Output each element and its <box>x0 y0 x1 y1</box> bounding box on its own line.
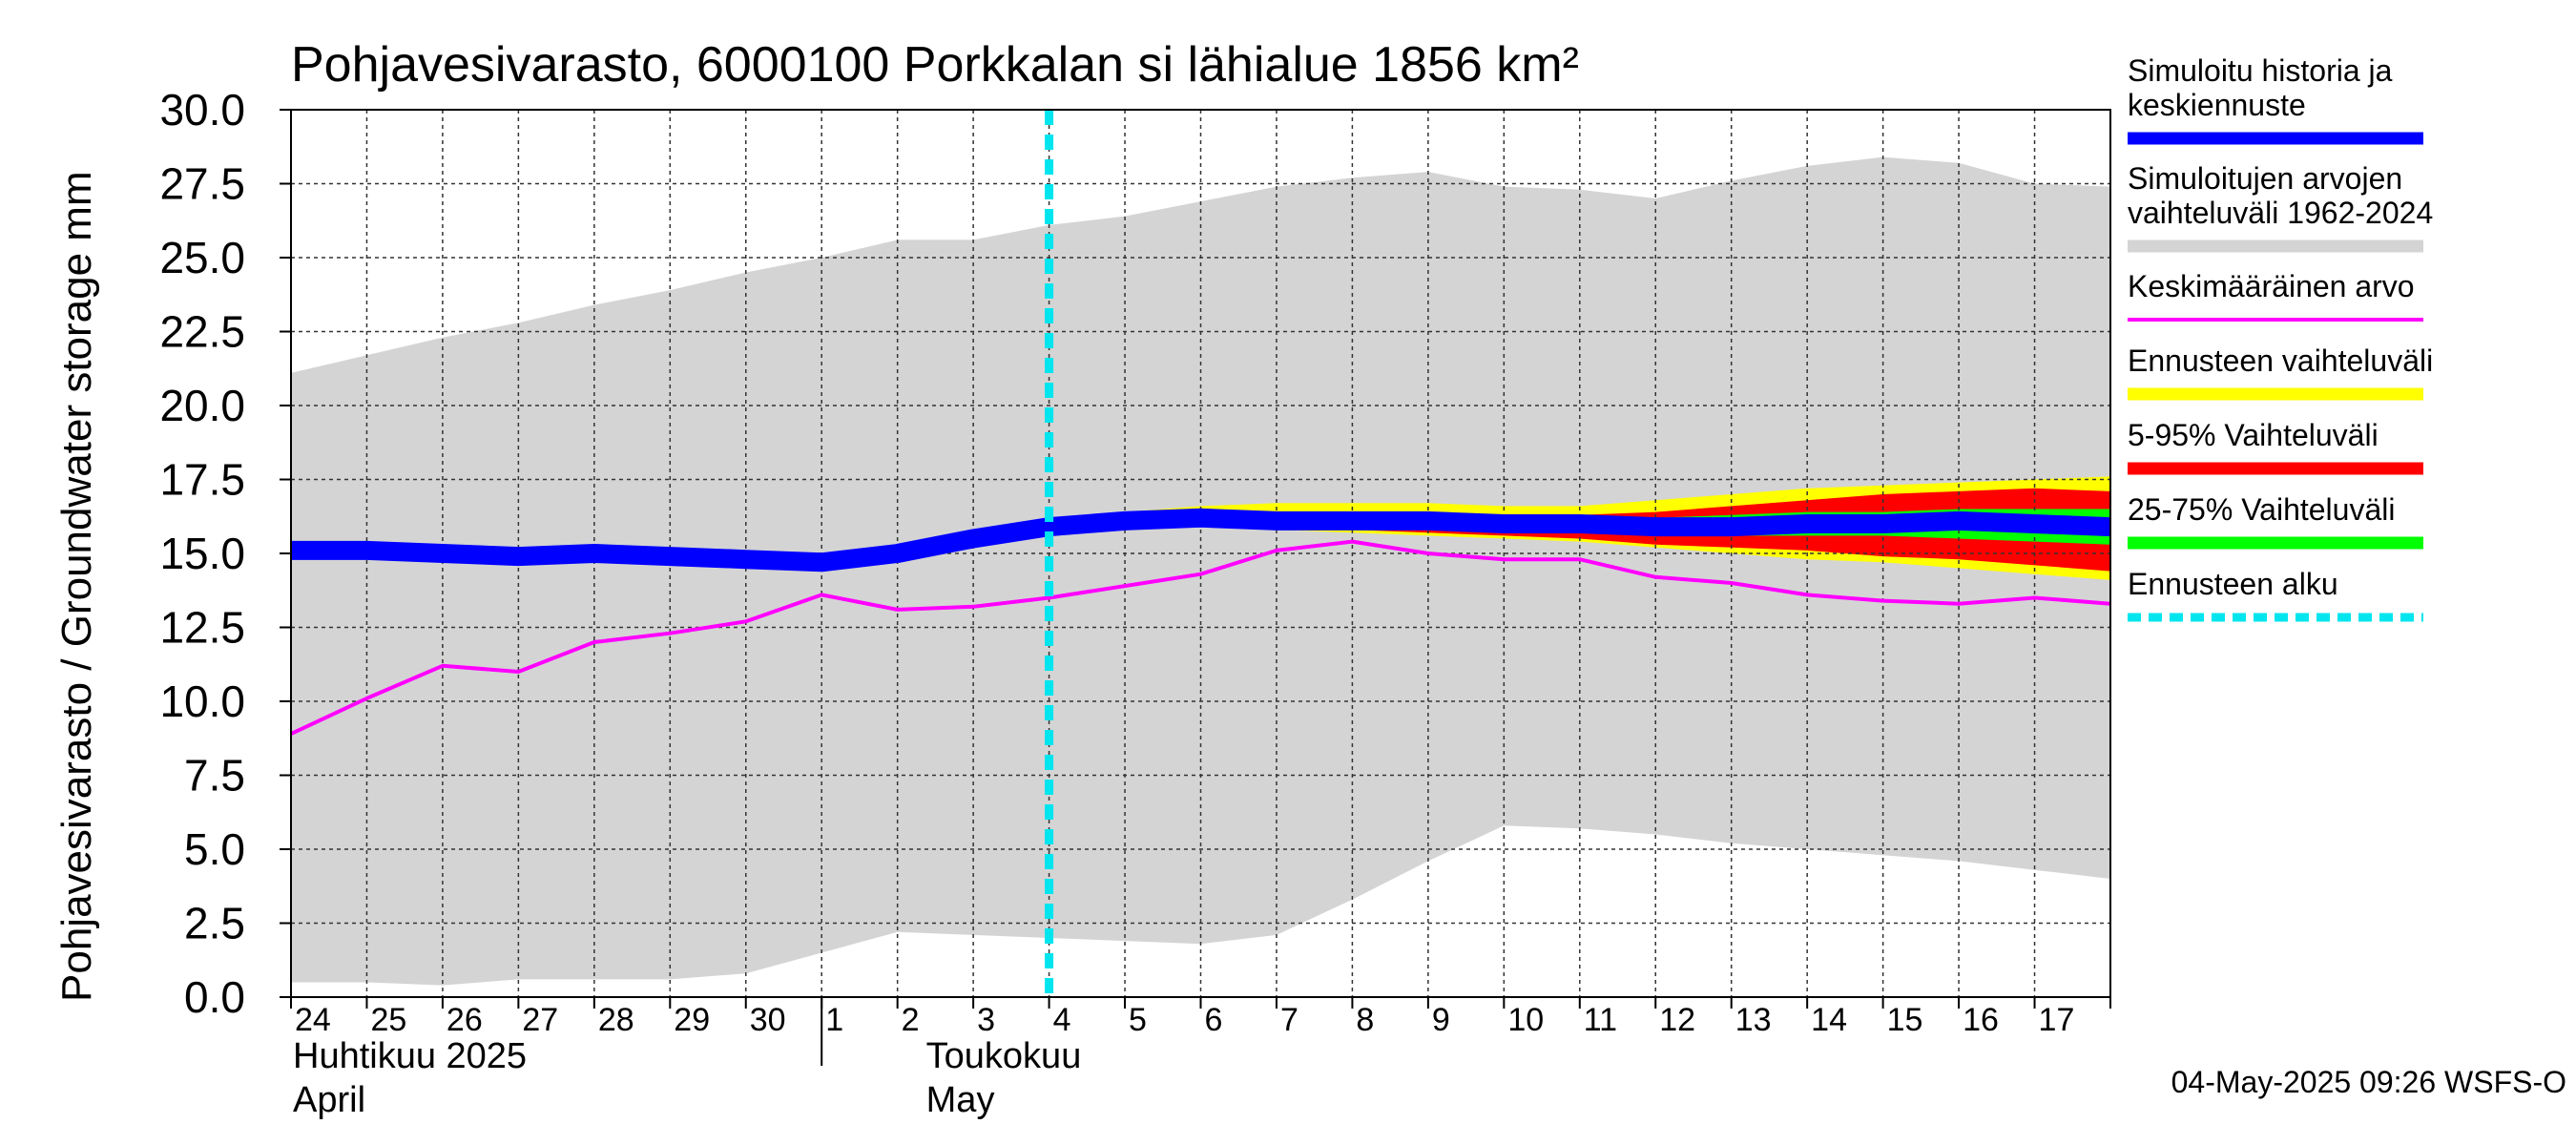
month-label-fi: Toukokuu <box>926 1036 1082 1076</box>
x-tick-label: 12 <box>1659 1002 1695 1038</box>
x-tick-label: 28 <box>598 1002 634 1038</box>
y-tick-label: 30.0 <box>159 85 245 135</box>
y-tick-label: 20.0 <box>159 381 245 430</box>
x-tick-label: 10 <box>1507 1002 1544 1038</box>
legend-label-2: Simuloitujen arvojen <box>2128 161 2402 196</box>
series-lines <box>291 110 2110 997</box>
x-tick-label: 17 <box>2039 1002 2075 1038</box>
x-tick-label: 11 <box>1584 1002 1617 1038</box>
y-tick-label: 7.5 <box>184 751 245 801</box>
x-tick-label: 1 <box>825 1002 843 1038</box>
x-tick-label: 30 <box>750 1002 786 1038</box>
x-tick-label: 5 <box>1129 1002 1147 1038</box>
x-tick-label: 15 <box>1887 1002 1923 1038</box>
x-tick-label: 13 <box>1735 1002 1772 1038</box>
x-tick-label: 16 <box>1963 1002 1999 1038</box>
y-tick-label: 25.0 <box>159 233 245 282</box>
x-tick-label: 3 <box>977 1002 995 1038</box>
x-tick-label: 9 <box>1432 1002 1450 1038</box>
y-tick-label: 22.5 <box>159 307 245 357</box>
x-tick-label: 7 <box>1280 1002 1298 1038</box>
x-tick-label: 2 <box>902 1002 920 1038</box>
y-tick-label: 2.5 <box>184 899 245 948</box>
x-tick-label: 8 <box>1356 1002 1374 1038</box>
x-tick-label: 29 <box>674 1002 710 1038</box>
x-tick-label: 26 <box>447 1002 483 1038</box>
chart-title: Pohjavesivarasto, 6000100 Porkkalan si l… <box>291 37 1579 93</box>
legend-label-1: keskiennuste <box>2128 88 2306 122</box>
x-tick-label: 4 <box>1053 1002 1071 1038</box>
x-tick-label: 14 <box>1811 1002 1847 1038</box>
x-axis-ticks: 24 25 26 27 28 29 30 1 2 3 4 5 6 7 8 9 10 11 12 13 14 15 16 17 <box>290 996 2111 1038</box>
x-tick-label: 25 <box>370 1002 406 1038</box>
legend-label-3: Keskimääräinen arvo <box>2128 269 2415 303</box>
timestamp-footer: 04-May-2025 09:26 WSFS-O <box>2171 1065 2566 1099</box>
legend-label-6: 25-75% Vaihteluväli <box>2128 492 2395 527</box>
y-axis-ticks: 0.0 2.5 5.0 7.5 10.0 12.5 15.0 17.5 20.0 22.5 25.0… <box>159 85 291 1022</box>
legend-label-2: vaihteluväli 1962-2024 <box>2128 196 2433 230</box>
y-tick-label: 15.0 <box>159 529 245 578</box>
y-axis-label: Pohjavesivarasto / Groundwater storage m… <box>53 171 100 1002</box>
average-line <box>291 539 2110 736</box>
y-tick-label: 27.5 <box>159 159 245 209</box>
y-tick-label: 10.0 <box>159 677 245 726</box>
legend-label-4: Ennusteen vaihteluväli <box>2128 344 2433 378</box>
simulated-mean-line <box>291 508 2110 572</box>
y-tick-label: 5.0 <box>184 824 245 874</box>
month-label-en: April <box>293 1080 365 1120</box>
month-label-en: May <box>926 1080 995 1120</box>
y-tick-label: 12.5 <box>159 603 245 653</box>
x-tick-label: 24 <box>295 1002 331 1038</box>
legend-label-5: 5-95% Vaihteluväli <box>2128 418 2379 452</box>
x-tick-label: 27 <box>522 1002 558 1038</box>
legend-label-7: Ennusteen alku <box>2128 567 2338 601</box>
month-label-fi: Huhtikuu 2025 <box>293 1036 527 1076</box>
y-tick-label: 0.0 <box>184 972 245 1022</box>
legend-label-1: Simuloitu historia ja <box>2128 53 2393 88</box>
x-tick-label: 6 <box>1205 1002 1223 1038</box>
y-tick-label: 17.5 <box>159 455 245 505</box>
